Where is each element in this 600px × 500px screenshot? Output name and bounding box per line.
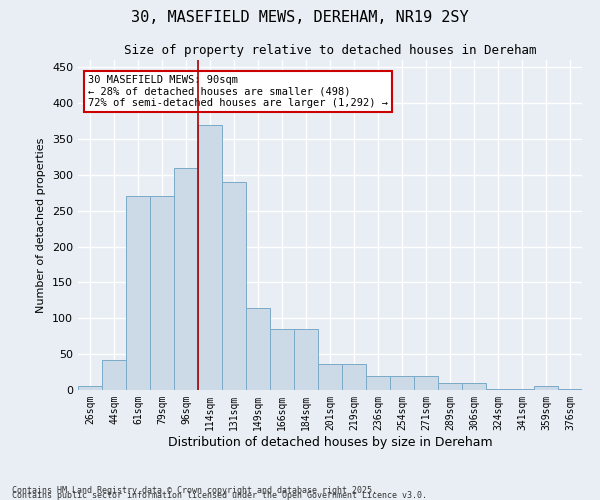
Bar bbox=[342, 364, 366, 390]
Title: Size of property relative to detached houses in Dereham: Size of property relative to detached ho… bbox=[124, 44, 536, 58]
Y-axis label: Number of detached properties: Number of detached properties bbox=[37, 138, 46, 312]
Bar bbox=[102, 360, 126, 390]
Text: Contains HM Land Registry data © Crown copyright and database right 2025.: Contains HM Land Registry data © Crown c… bbox=[12, 486, 377, 495]
Bar bbox=[390, 376, 414, 390]
Bar bbox=[318, 364, 342, 390]
Bar bbox=[414, 376, 438, 390]
Text: 30, MASEFIELD MEWS, DEREHAM, NR19 2SY: 30, MASEFIELD MEWS, DEREHAM, NR19 2SY bbox=[131, 10, 469, 25]
Bar bbox=[510, 388, 534, 390]
Bar bbox=[78, 386, 102, 390]
Bar bbox=[126, 196, 150, 390]
Bar bbox=[150, 196, 174, 390]
Bar bbox=[198, 124, 222, 390]
Bar bbox=[438, 383, 462, 390]
Bar bbox=[246, 308, 270, 390]
Bar bbox=[174, 168, 198, 390]
Bar bbox=[222, 182, 246, 390]
Bar bbox=[270, 329, 294, 390]
Text: 30 MASEFIELD MEWS: 90sqm
← 28% of detached houses are smaller (498)
72% of semi-: 30 MASEFIELD MEWS: 90sqm ← 28% of detach… bbox=[88, 75, 388, 108]
Bar bbox=[294, 329, 318, 390]
Text: Contains public sector information licensed under the Open Government Licence v3: Contains public sector information licen… bbox=[12, 491, 427, 500]
Bar bbox=[534, 386, 558, 390]
Bar bbox=[366, 376, 390, 390]
Bar bbox=[558, 388, 582, 390]
Bar bbox=[462, 383, 486, 390]
X-axis label: Distribution of detached houses by size in Dereham: Distribution of detached houses by size … bbox=[167, 436, 493, 448]
Bar bbox=[486, 388, 510, 390]
